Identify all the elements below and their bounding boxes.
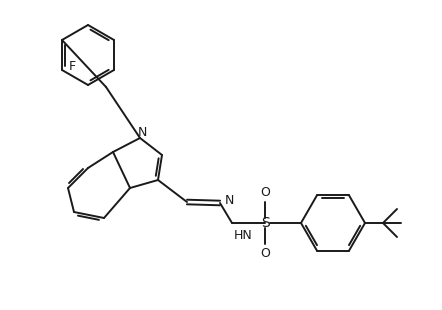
Text: O: O	[260, 186, 270, 199]
Text: F: F	[69, 60, 76, 73]
Text: N: N	[225, 194, 234, 207]
Text: HN: HN	[234, 229, 253, 242]
Text: N: N	[137, 126, 147, 140]
Text: O: O	[260, 247, 270, 260]
Text: S: S	[261, 216, 269, 230]
